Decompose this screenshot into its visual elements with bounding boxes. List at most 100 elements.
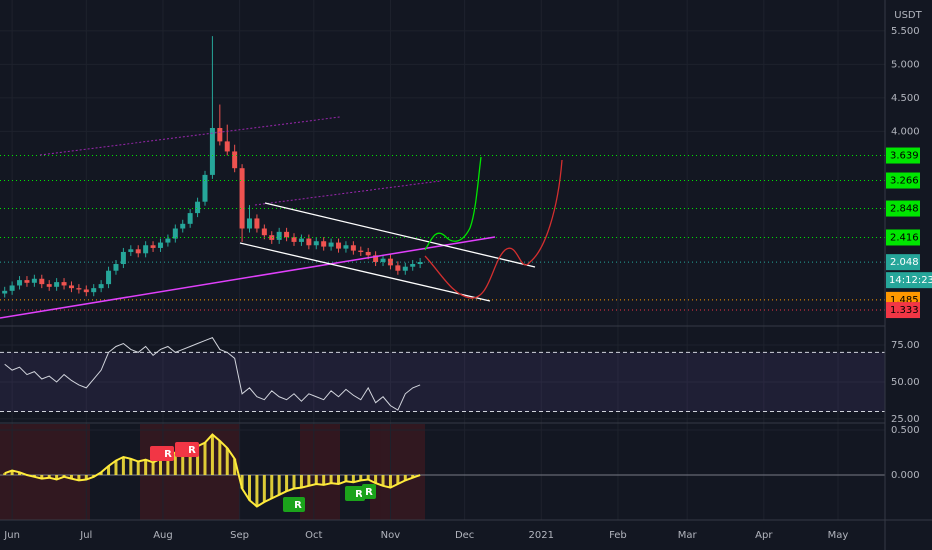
signal-box	[345, 486, 365, 501]
level-label: 2.848	[890, 204, 919, 215]
candle-body	[284, 231, 290, 238]
candle-body	[91, 288, 97, 293]
channel-top	[264, 202, 536, 268]
y-tick-label: 4.000	[891, 126, 920, 137]
y-tick-label: 0.000	[891, 470, 920, 481]
y-tick-label: 5.500	[891, 26, 920, 37]
candle-body	[157, 242, 163, 248]
hist-bar	[77, 475, 81, 481]
candle-body	[202, 174, 208, 202]
hist-bar	[136, 461, 140, 476]
signal-label: R	[164, 449, 172, 460]
x-tick-label: Apr	[755, 530, 773, 541]
forecast-down	[424, 159, 563, 299]
hist-bar	[381, 475, 385, 486]
countdown: 14:12:23	[889, 275, 932, 286]
candle-body	[39, 278, 45, 285]
osc-line	[4, 433, 421, 508]
candle-body	[61, 282, 67, 286]
hist-bar	[40, 475, 44, 479]
hist-bar	[299, 475, 303, 488]
signal-box	[283, 497, 305, 512]
level-label: 3.639	[890, 151, 919, 162]
countdown-box	[886, 272, 932, 289]
candle-body	[135, 249, 141, 254]
candle-body	[380, 258, 386, 263]
level-box	[886, 302, 920, 319]
candle-body	[306, 238, 312, 246]
candle-body	[336, 242, 342, 249]
candle-body	[343, 245, 349, 249]
candle-body	[83, 289, 89, 293]
hist-bar	[337, 475, 341, 485]
hist-bar	[403, 475, 407, 481]
shade	[300, 424, 340, 520]
candle-body	[417, 262, 423, 265]
level-label: 1.485	[890, 295, 919, 306]
drawings	[0, 116, 563, 319]
signal-box	[362, 484, 376, 499]
x-tick-label: Feb	[609, 530, 627, 541]
y-tick-label: 5.000	[891, 59, 920, 70]
hist-bar	[411, 475, 415, 478]
x-tick-label: 2021	[529, 530, 554, 541]
hist-bar	[314, 475, 318, 485]
signal-box	[175, 442, 199, 457]
signal-box	[150, 446, 174, 461]
x-tick-label: Oct	[305, 530, 322, 541]
signals: R R R R R	[150, 442, 376, 512]
hist-bar	[225, 448, 229, 476]
hist-bar	[233, 458, 237, 476]
signal-label: R	[365, 487, 373, 498]
x-tick-label: Sep	[230, 530, 249, 541]
plot	[0, 0, 885, 520]
candle-body	[113, 264, 119, 271]
candle-body	[291, 237, 297, 242]
level-box	[886, 254, 920, 271]
hist-bar	[188, 448, 192, 476]
hist-bar	[99, 472, 103, 476]
candle-body	[321, 241, 327, 247]
hist-bar	[359, 475, 363, 481]
candle-body	[239, 168, 245, 229]
candle-body	[24, 280, 30, 283]
hist-bar	[285, 475, 289, 492]
y-tick-label: 0.500	[891, 425, 920, 436]
hist-bar	[210, 434, 214, 476]
y-tick-label: 75.00	[891, 340, 920, 351]
y-tick-label: 50.00	[891, 377, 920, 388]
hist-bar	[255, 475, 259, 507]
candle-body	[128, 249, 134, 252]
band-fill	[0, 352, 885, 412]
candle-body	[17, 280, 23, 286]
hist-bar	[262, 475, 266, 503]
hist-bar	[277, 475, 281, 495]
candle-body	[150, 245, 156, 248]
candle-body	[54, 282, 60, 287]
candle-body	[143, 245, 149, 254]
candle-body	[180, 223, 186, 229]
hist-bar	[18, 472, 22, 476]
candle-body	[313, 241, 319, 246]
hist-bar	[366, 475, 370, 480]
x-tick-label: Nov	[381, 530, 401, 541]
candle-body	[410, 264, 416, 267]
hist-bar	[248, 475, 252, 501]
candle-body	[195, 201, 201, 214]
unit-label: USDT	[894, 10, 922, 21]
level-box	[886, 147, 920, 164]
channel-bottom	[239, 242, 491, 302]
hist-bar	[181, 449, 185, 476]
y-tick-label: 4.500	[891, 93, 920, 104]
candle-body	[276, 231, 282, 240]
hist-bar	[47, 475, 51, 478]
signal-label: R	[188, 445, 196, 456]
candle-body	[187, 213, 193, 224]
level-label: 1.333	[890, 305, 919, 316]
hist-bar	[144, 459, 148, 476]
candle-body	[98, 284, 104, 289]
candle-body	[31, 278, 37, 283]
x-tick-label: Jul	[79, 530, 92, 541]
trend-line	[0, 236, 496, 319]
candle-body	[120, 251, 126, 265]
